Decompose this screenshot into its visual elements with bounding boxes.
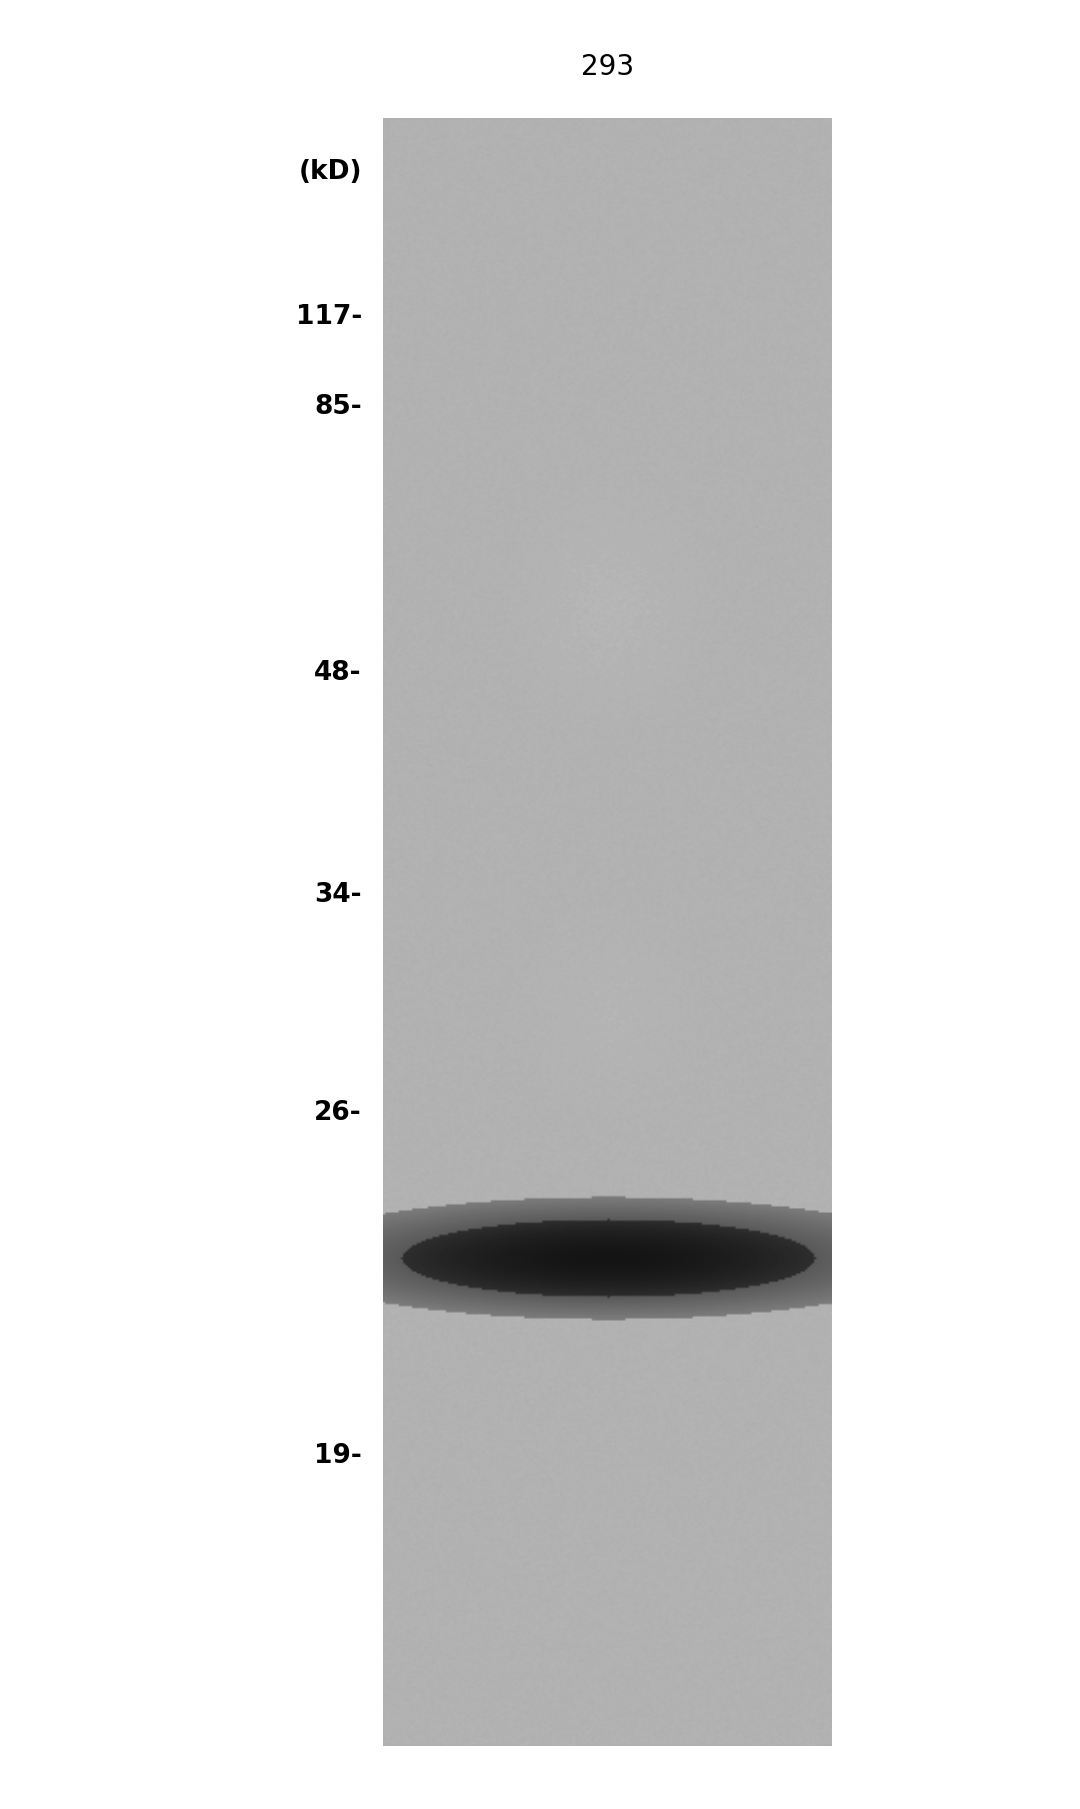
Text: 293: 293 [581,54,634,81]
Text: 34-: 34- [314,883,362,908]
Text: 48-: 48- [314,660,362,686]
Text: (kD): (kD) [298,159,362,185]
Text: 26-: 26- [314,1100,362,1125]
Text: 117-: 117- [296,304,362,329]
Text: 19-: 19- [314,1444,362,1469]
Text: 85-: 85- [314,394,362,420]
